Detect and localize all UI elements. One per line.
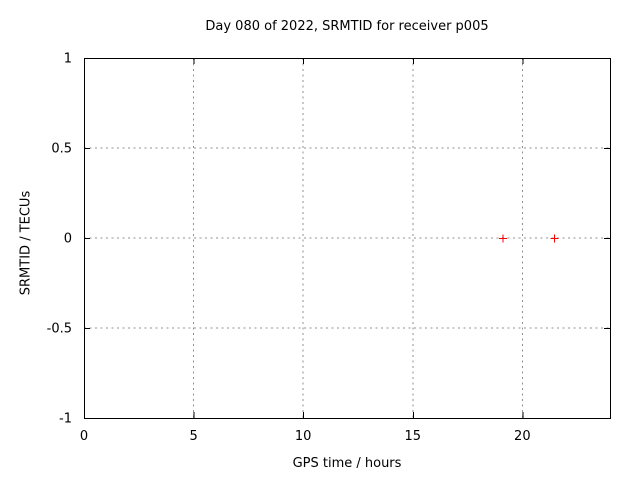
y-tick-label: 0.5 [51, 142, 72, 157]
data-point-marker [499, 234, 508, 243]
x-tick-label: 15 [404, 429, 421, 444]
plot-border [84, 58, 611, 419]
x-tick-label: 10 [295, 429, 312, 444]
y-tick-label: 0 [64, 232, 72, 247]
x-tick-label: 0 [80, 429, 88, 444]
y-tick-label: -0.5 [47, 322, 72, 337]
data-point-marker [550, 234, 559, 243]
y-tick-label: 1 [64, 52, 72, 67]
y-tick-label: -1 [59, 412, 72, 427]
chart-title: Day 080 of 2022, SRMTID for receiver p00… [205, 19, 489, 34]
x-tick-label: 20 [514, 429, 531, 444]
x-tick-label: 5 [189, 429, 197, 444]
x-axis-title: GPS time / hours [292, 456, 402, 471]
